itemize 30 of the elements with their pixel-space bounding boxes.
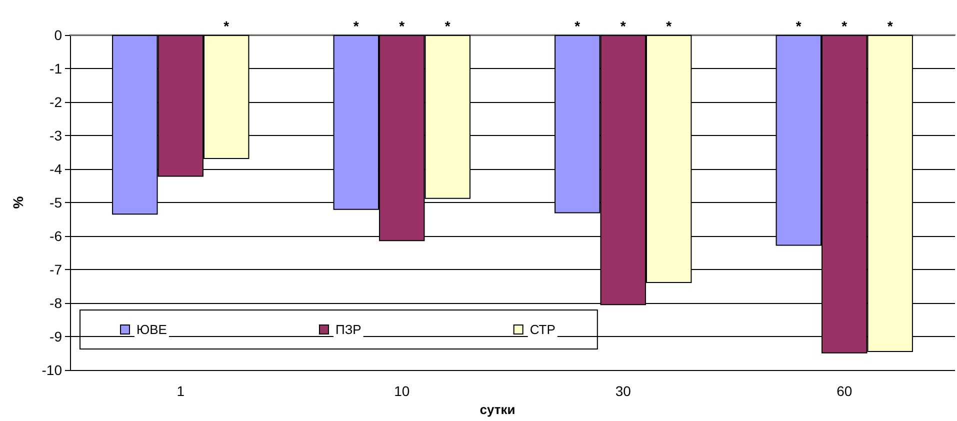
y-tick-label: -6 — [50, 228, 62, 244]
data-label: * — [842, 18, 848, 34]
y-tick-label: -4 — [50, 161, 62, 178]
legend-label: СТР — [530, 322, 556, 337]
data-label: * — [444, 18, 451, 34]
data-label: * — [399, 18, 406, 34]
x-tick-label: 1 — [176, 383, 185, 400]
data-label: * — [224, 18, 230, 34]
data-label: * — [353, 18, 360, 34]
data-label: * — [887, 18, 894, 34]
y-tick-label: 0 — [54, 27, 62, 43]
data-label: * — [620, 18, 626, 34]
data-label: * — [796, 18, 802, 34]
legend-label: ПЗР — [335, 322, 362, 337]
data-label: * — [574, 18, 581, 34]
y-tick-label: -3 — [50, 128, 62, 144]
data-label: * — [666, 18, 672, 34]
y-tick-label: -2 — [50, 94, 62, 110]
y-tick-label: -10 — [42, 362, 62, 378]
x-tick-label: 60 — [836, 383, 852, 400]
y-axis-title: % — [10, 196, 26, 209]
y-tick-label: -7 — [50, 262, 62, 278]
y-tick-label: -9 — [50, 328, 62, 345]
x-axis-title: сутки — [480, 402, 516, 417]
y-tick-label: -1 — [50, 60, 62, 77]
legend-label: ЮВЕ — [136, 322, 168, 337]
y-tick-label: -8 — [50, 295, 62, 312]
x-tick-label: 10 — [394, 383, 410, 400]
y-tick-label: -5 — [50, 194, 62, 211]
x-tick-label: 30 — [615, 383, 632, 400]
